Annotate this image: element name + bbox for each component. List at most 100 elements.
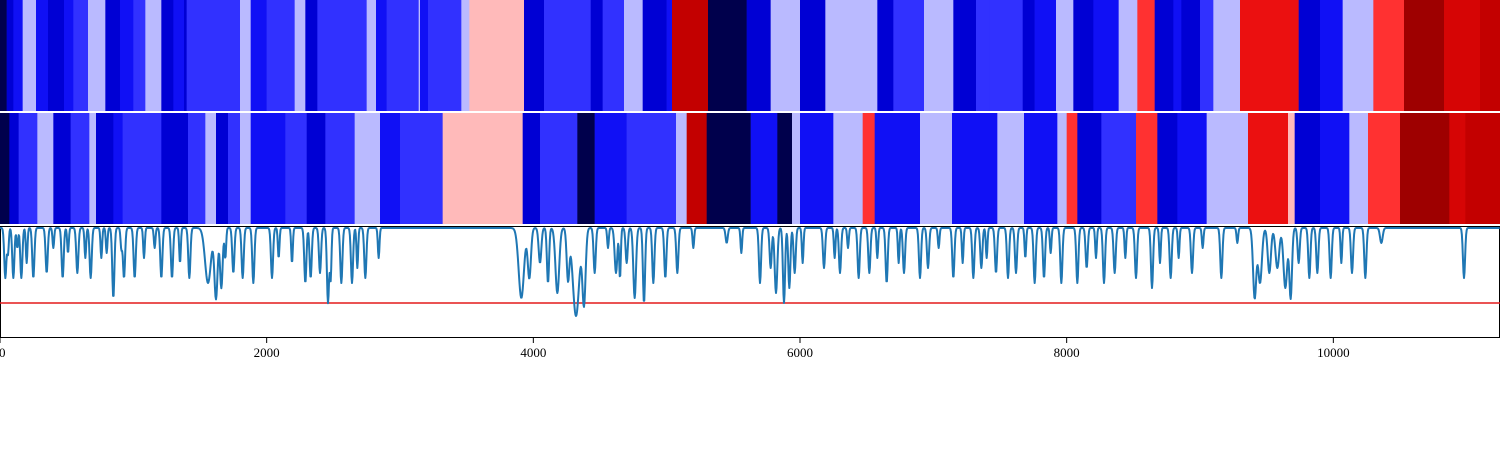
heatmap-cell — [952, 112, 998, 224]
heatmap-cell — [461, 0, 470, 112]
heatmap-cell — [354, 112, 381, 224]
heatmap-cell — [1368, 112, 1401, 224]
heatmap-cell — [366, 0, 377, 112]
heatmap-cell — [120, 0, 134, 112]
heatmap-cell — [96, 112, 114, 224]
heatmap-cell — [88, 0, 106, 112]
heatmap-cell — [317, 0, 367, 112]
heatmap-cell — [800, 112, 834, 224]
heatmap-cell — [6, 0, 14, 112]
heatmap-cell — [770, 0, 801, 112]
heatmap-cell — [13, 0, 23, 112]
heatmap-cell — [48, 0, 65, 112]
heatmap-cell — [418, 0, 421, 112]
heatmap-cell — [376, 0, 387, 112]
heatmap-cell — [953, 0, 977, 112]
heatmap-cell — [294, 0, 306, 112]
heatmap-cell — [442, 112, 523, 224]
heatmap-cell — [989, 0, 1023, 112]
heatmap-cell — [1248, 112, 1273, 224]
heatmap-cell — [1213, 0, 1241, 112]
heatmap-cell — [1320, 112, 1350, 224]
heatmap-cell — [1154, 0, 1174, 112]
heatmap-cell — [1400, 112, 1450, 224]
heatmap-cell — [250, 112, 286, 224]
heatmap-cell — [1342, 0, 1374, 112]
heatmap-cell — [594, 112, 627, 224]
heatmap-cell — [1298, 0, 1321, 112]
heatmap-cell — [53, 112, 71, 224]
heatmap-cell — [746, 0, 771, 112]
x-tick-label: 10000 — [1317, 345, 1350, 360]
heatmap-cell — [792, 112, 801, 224]
heatmap-cell — [240, 0, 251, 112]
heatmap-cell — [173, 0, 185, 112]
heatmap-cell — [1449, 112, 1466, 224]
heatmap-cell — [161, 112, 189, 224]
heatmap-cell — [1136, 112, 1158, 224]
heatmap-cell — [184, 0, 187, 112]
heatmap-cell — [1157, 112, 1178, 224]
heatmap-cell — [1057, 112, 1067, 224]
heatmap-cell — [420, 0, 429, 112]
heatmap-cell — [1077, 112, 1102, 224]
x-axis: 0 2000 4000 6000 8000 10000 — [0, 338, 1350, 360]
heatmap-cell — [145, 0, 162, 112]
heatmap-cell — [893, 0, 925, 112]
heatmap-cell — [240, 112, 251, 224]
heatmap-cell — [708, 0, 747, 112]
heatmap-cell — [250, 0, 267, 112]
x-tick-label: 8000 — [1054, 345, 1080, 360]
heatmap-cell — [522, 112, 541, 224]
heatmap-cell — [113, 112, 123, 224]
heatmap-cell — [1118, 0, 1138, 112]
heatmap-cell — [9, 112, 19, 224]
heatmap-cell — [800, 0, 826, 112]
heatmap-cell — [161, 0, 174, 112]
heatmap-cell — [626, 112, 677, 224]
signal-line — [0, 227, 1500, 317]
heatmap-cell — [1034, 0, 1057, 112]
heatmap-cell — [672, 0, 709, 112]
heatmap-cell — [266, 0, 295, 112]
heatmap-cell — [602, 0, 625, 112]
heatmap-cell — [540, 112, 578, 224]
heatmap-cell — [380, 112, 401, 224]
heatmap-cell — [73, 0, 89, 112]
heatmap-cell — [750, 112, 778, 224]
heatmap-cell — [1024, 112, 1058, 224]
heatmap-cell — [1373, 0, 1405, 112]
heatmap-cell — [1288, 112, 1295, 224]
track-separator — [0, 111, 1500, 113]
heatmap-cell — [22, 0, 37, 112]
heatmap-cell — [976, 0, 990, 112]
heatmap-cell — [325, 112, 355, 224]
heatmap-cell — [469, 0, 525, 112]
heatmap-cell — [1444, 0, 1481, 112]
heatmap-cell — [833, 112, 863, 224]
heatmap-cell — [1206, 112, 1249, 224]
heatmap-cell — [1272, 112, 1289, 224]
heatmap-cell — [1465, 112, 1500, 224]
heatmap-cell — [1320, 0, 1343, 112]
heatmap-cell — [0, 112, 10, 224]
heatmap-cell — [1294, 112, 1321, 224]
heatmap-cell — [624, 0, 643, 112]
heatmap-cell — [676, 112, 687, 224]
heatmap-cell — [386, 0, 419, 112]
heatmap-cell — [306, 112, 326, 224]
heatmap-cell — [1173, 0, 1182, 112]
heatmap-cell — [577, 112, 595, 224]
heatmap-cell — [924, 0, 954, 112]
heatmap-cell — [188, 112, 206, 224]
heatmap-cell — [70, 112, 90, 224]
heatmap-cell — [1093, 0, 1119, 112]
x-tick-label: 2000 — [254, 345, 280, 360]
heatmap-cell — [205, 112, 217, 224]
heatmap-cell — [18, 112, 38, 224]
heatmap-cell — [1066, 112, 1078, 224]
heatmap-cell — [706, 112, 751, 224]
heatmap-cell — [1177, 112, 1207, 224]
heatmap-cell — [642, 0, 667, 112]
